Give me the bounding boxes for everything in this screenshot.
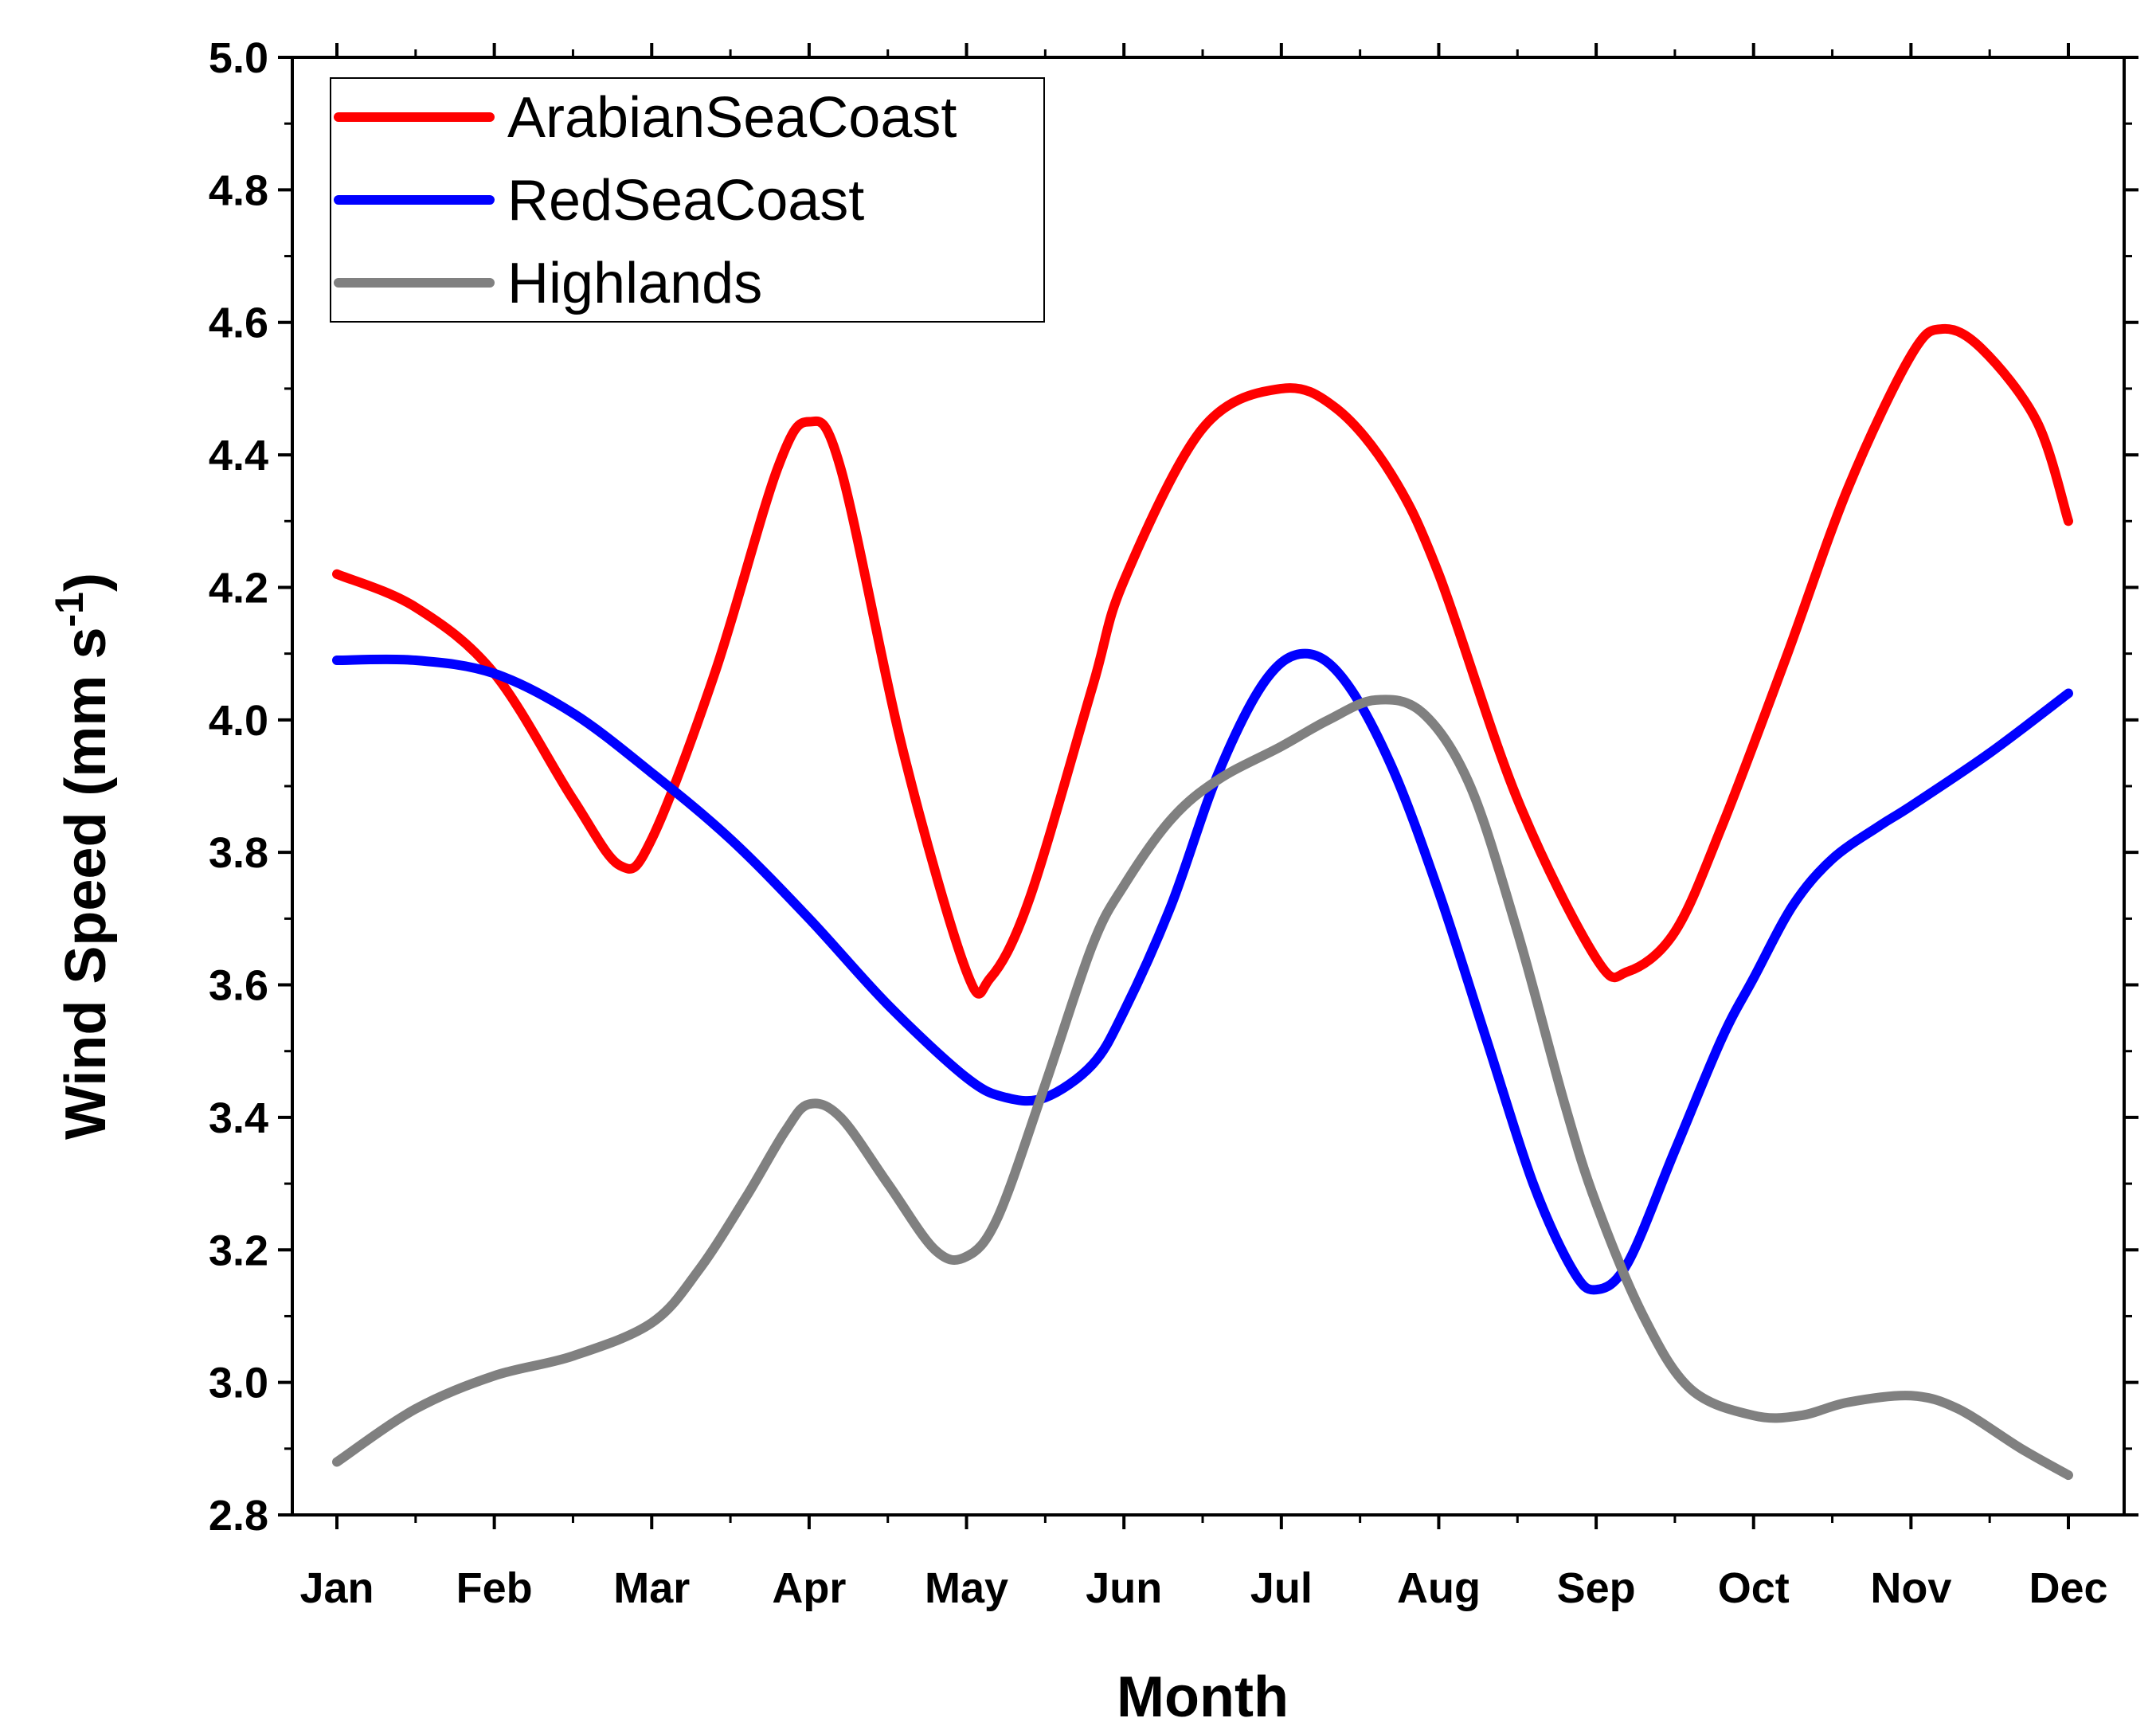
y-tick-label: 4.0 bbox=[209, 697, 268, 745]
x-tick-label: Jun bbox=[1086, 1564, 1162, 1612]
x-tick-label: Apr bbox=[772, 1564, 846, 1612]
y-axis-title-superscript: -1 bbox=[47, 592, 92, 627]
legend-label-highlands: Highlands bbox=[507, 252, 762, 315]
x-axis: Jan Feb Mar Apr May Jun Jul Aug Sep Oct Nov Dec bbox=[299, 43, 2108, 1612]
y-tick-label: 4.2 bbox=[209, 564, 268, 612]
x-tick-label: Oct bbox=[1718, 1564, 1790, 1612]
x-axis-title: Month bbox=[1117, 1665, 1289, 1722]
y-tick-label: 4.4 bbox=[209, 432, 268, 479]
y-tick-label: 3.6 bbox=[209, 962, 268, 1010]
y-axis: 2.8 3.0 3.2 3.4 3.6 3.8 4.0 4.2 4.4 4.6 4.8 5.0 bbox=[209, 34, 2138, 1540]
series-line-arabian-sea-coast bbox=[332, 323, 2073, 999]
y-axis-title: Wind Speed (mm s-1) bbox=[47, 573, 118, 1140]
x-tick-label: Dec bbox=[2029, 1564, 2107, 1612]
x-tick-label: Mar bbox=[613, 1564, 690, 1612]
y-axis-title-close: ) bbox=[54, 573, 118, 592]
x-tick-label: Feb bbox=[456, 1564, 533, 1612]
x-tick-label: May bbox=[925, 1564, 1008, 1612]
x-tick-label: Jan bbox=[299, 1564, 374, 1612]
y-tick-label: 2.8 bbox=[209, 1492, 268, 1540]
series-layer bbox=[332, 323, 2073, 1481]
y-tick-label: 5.0 bbox=[209, 34, 268, 82]
y-tick-label: 3.2 bbox=[209, 1227, 268, 1274]
x-tick-label: Jul bbox=[1250, 1564, 1313, 1612]
legend-label-red-sea-coast: RedSeaCoast bbox=[507, 169, 864, 233]
y-tick-label: 3.0 bbox=[209, 1360, 268, 1407]
y-axis-title-main: Wind Speed (mm s bbox=[54, 628, 118, 1140]
legend: ArabianSeaCoast RedSeaCoast Highlands bbox=[330, 77, 1045, 323]
series-line-red-sea-coast bbox=[332, 648, 2073, 1295]
y-tick-label: 3.4 bbox=[209, 1094, 268, 1142]
series-line-highlands bbox=[332, 695, 2073, 1481]
y-tick-label: 3.8 bbox=[209, 829, 268, 877]
x-tick-label: Nov bbox=[1870, 1564, 1951, 1612]
y-tick-label: 4.6 bbox=[209, 299, 268, 347]
legend-label-arabian-sea-coast: ArabianSeaCoast bbox=[507, 86, 957, 150]
x-tick-label: Sep bbox=[1557, 1564, 1636, 1612]
x-tick-label: Aug bbox=[1397, 1564, 1481, 1612]
y-tick-label: 4.8 bbox=[209, 166, 268, 214]
